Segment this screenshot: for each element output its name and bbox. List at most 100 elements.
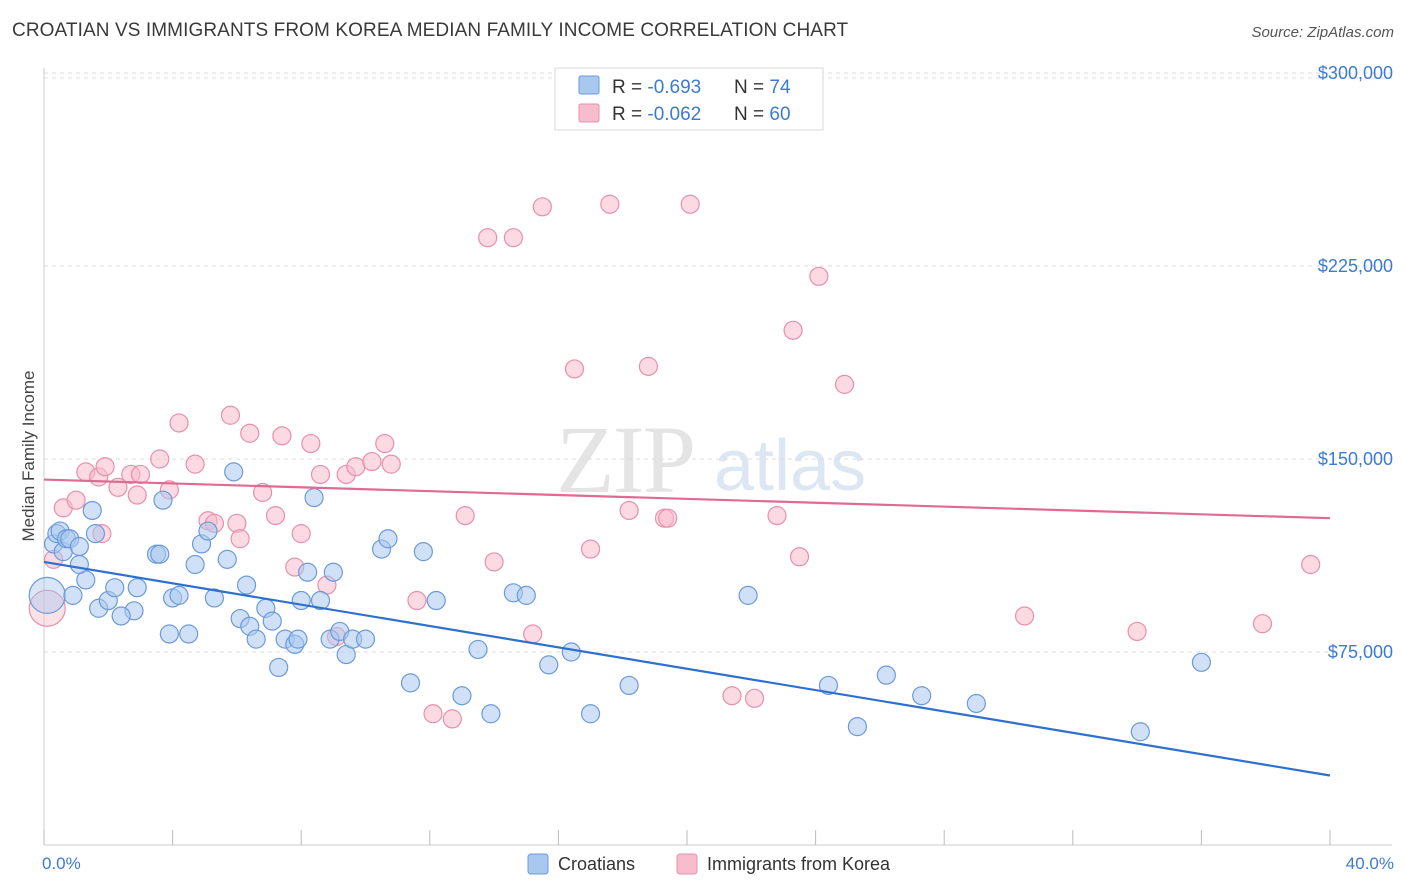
stats-r-label-korea: R = <box>612 104 647 125</box>
croatian-point <box>323 562 343 582</box>
korea-point <box>455 506 475 526</box>
croatian-point <box>236 575 257 595</box>
croatian-point <box>69 554 89 575</box>
croatian-point <box>516 585 536 605</box>
croatian-point <box>847 717 867 737</box>
korea-point <box>310 464 331 485</box>
watermark-atlas: atlas <box>714 426 866 506</box>
croatian-point <box>28 576 66 614</box>
korea-point <box>381 454 401 474</box>
croatian-point <box>738 585 758 605</box>
croatian-point <box>262 611 282 631</box>
croatian-point <box>150 544 170 564</box>
croatian-point <box>561 642 581 662</box>
korea-point <box>253 482 273 503</box>
croatian-point <box>304 488 324 508</box>
korea-point <box>503 228 523 248</box>
korea-point <box>619 500 639 521</box>
korea-point <box>150 449 170 469</box>
croatian-point <box>159 624 179 644</box>
legend: Croatians Immigrants from Korea <box>527 853 891 875</box>
x-tick-label-min: 0.0% <box>42 854 81 873</box>
croatian-points <box>28 462 1212 742</box>
korea-point <box>301 433 321 454</box>
croatian-point <box>413 542 433 562</box>
y-tick-label: $225,000 <box>1318 256 1393 276</box>
svg-text:N = 60: N = 60 <box>734 104 791 125</box>
svg-text:R = -0.693: R = -0.693 <box>612 77 701 98</box>
korea-point <box>809 266 829 286</box>
korea-point <box>1301 554 1321 575</box>
croatian-point <box>179 624 199 644</box>
croatian-point <box>355 629 376 649</box>
stats-box: R = -0.693 N = 74 R = -0.062 N = 60 <box>554 67 824 131</box>
korea-point <box>362 451 382 472</box>
croatian-point <box>481 704 501 724</box>
croatian-point <box>217 549 237 569</box>
svg-text:R = -0.062: R = -0.062 <box>612 104 701 125</box>
korea-point <box>523 624 543 644</box>
croatian-point <box>1191 652 1212 672</box>
croatian-point <box>580 704 601 724</box>
legend-swatch-korea[interactable] <box>676 853 698 875</box>
korea-point <box>291 524 311 544</box>
korea-point <box>220 405 241 425</box>
korea-trend-line <box>43 478 1331 520</box>
croatian-point <box>468 639 488 660</box>
korea-point <box>185 454 205 474</box>
korea-point <box>600 194 620 214</box>
korea-point <box>240 423 260 443</box>
korea-point <box>230 529 250 549</box>
stats-n-value-korea: 60 <box>769 104 790 125</box>
korea-point <box>127 485 147 505</box>
croatian-point <box>400 673 421 693</box>
croatian-point <box>246 629 266 649</box>
korea-point <box>638 356 659 376</box>
legend-swatch-croatians[interactable] <box>527 853 549 875</box>
korea-point <box>28 589 66 627</box>
y-tick-label: $300,000 <box>1318 63 1393 83</box>
korea-point <box>130 464 151 485</box>
croatian-point <box>818 675 839 696</box>
croatian-point <box>539 655 559 675</box>
korea-point <box>265 506 286 526</box>
stats-n-label-croatians: N = <box>734 77 769 98</box>
korea-point <box>789 547 810 567</box>
korea-point <box>1252 614 1273 634</box>
korea-point <box>783 320 803 340</box>
korea-point <box>1014 606 1035 626</box>
croatian-point <box>298 562 318 582</box>
korea-point <box>95 457 115 477</box>
croatian-point <box>912 686 932 706</box>
croatian-point <box>85 524 106 544</box>
croatian-point <box>1130 722 1150 742</box>
chart-title: CROATIAN VS IMMIGRANTS FROM KOREA MEDIAN… <box>12 20 849 41</box>
croatian-point <box>310 590 331 611</box>
croatian-point <box>966 693 986 714</box>
trend-lines <box>43 478 1331 777</box>
korea-point <box>744 688 765 708</box>
korea-point <box>580 539 601 559</box>
croatian-point <box>63 585 83 605</box>
korea-point <box>407 590 427 611</box>
legend-label-croatians[interactable]: Croatians <box>558 854 635 874</box>
legend-label-korea[interactable]: Immigrants from Korea <box>707 854 891 874</box>
croatian-point <box>269 657 289 678</box>
stats-r-value-croatians: -0.693 <box>647 77 701 98</box>
korea-point <box>423 704 443 724</box>
x-tick-label-max: 40.0% <box>1346 854 1394 873</box>
croatian-point <box>619 675 639 696</box>
y-tick-label: $150,000 <box>1318 449 1393 469</box>
croatian-point <box>185 554 205 575</box>
korea-point <box>680 194 700 214</box>
croatian-point <box>69 536 89 557</box>
korea-points <box>28 194 1321 729</box>
croatian-point <box>111 606 131 626</box>
croatian-point <box>378 529 398 549</box>
korea-point <box>658 508 678 528</box>
croatian-point <box>153 490 173 510</box>
croatian-trend-line <box>43 560 1331 777</box>
korea-point <box>227 513 247 533</box>
korea-point <box>532 197 552 217</box>
